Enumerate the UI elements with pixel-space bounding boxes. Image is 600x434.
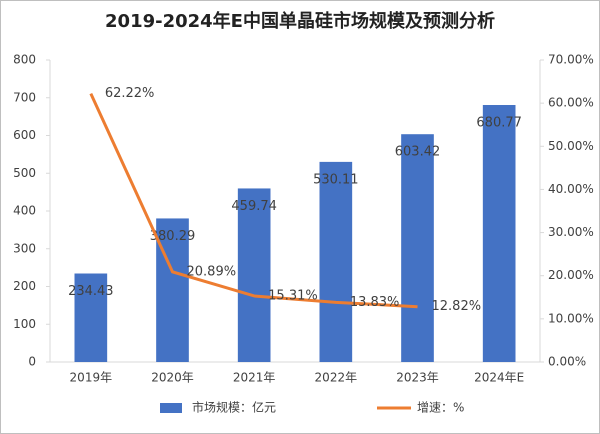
y2-tick-label: 0.00%: [548, 355, 586, 369]
line-value-label: 13.83%: [350, 295, 400, 310]
x-tick-label: 2024年E: [474, 371, 524, 385]
bar: [482, 105, 516, 362]
y2-tick-label: 50.00%: [548, 139, 594, 153]
legend-label: 市场规模：亿元: [192, 400, 276, 415]
bar: [74, 273, 108, 362]
x-tick-label: 2022年: [315, 371, 358, 385]
y-tick-label: 0: [28, 355, 36, 369]
line-value-label: 15.31%: [268, 288, 318, 303]
y-tick-label: 300: [13, 241, 36, 255]
line-value-label: 20.89%: [187, 264, 237, 279]
y-tick-label: 500: [13, 166, 36, 180]
chart-title: 2019-2024年E中国单晶硅市场规模及预测分析: [105, 10, 495, 32]
bar-value-label: 603.42: [395, 145, 441, 160]
legend-swatch: [160, 403, 182, 413]
x-tick-label: 2019年: [70, 371, 113, 385]
x-tick-label: 2023年: [396, 371, 439, 385]
bar-value-label: 380.29: [150, 229, 196, 244]
line: [89, 92, 418, 309]
y-tick-label: 100: [13, 317, 36, 331]
bar: [319, 161, 353, 362]
y2-tick-label: 10.00%: [548, 311, 594, 325]
bar-value-label: 459.74: [231, 199, 277, 214]
y2-tick-label: 40.00%: [548, 182, 594, 196]
y-tick-label: 400: [13, 204, 36, 218]
y-tick-label: 200: [13, 279, 36, 293]
y-tick-label: 700: [13, 90, 36, 104]
bar: [237, 188, 271, 362]
y2-tick-label: 20.00%: [548, 268, 594, 282]
y-tick-label: 600: [13, 128, 36, 142]
bar-value-label: 234.43: [68, 284, 114, 299]
line-value-label: 12.82%: [432, 299, 482, 314]
bar: [401, 134, 434, 362]
x-tick-label: 2021年: [233, 371, 276, 385]
y-tick-label: 800: [13, 53, 36, 67]
y2-tick-label: 70.00%: [548, 53, 594, 67]
y2-tick-label: 30.00%: [548, 225, 594, 239]
bar-value-label: 680.77: [476, 116, 522, 131]
x-tick-label: 2020年: [151, 371, 194, 385]
bar-value-label: 530.11: [313, 172, 359, 187]
y2-tick-label: 60.00%: [548, 96, 594, 110]
bar: [156, 218, 189, 362]
line-value-label: 62.22%: [105, 86, 155, 101]
legend-label: 增速：%: [417, 401, 464, 415]
